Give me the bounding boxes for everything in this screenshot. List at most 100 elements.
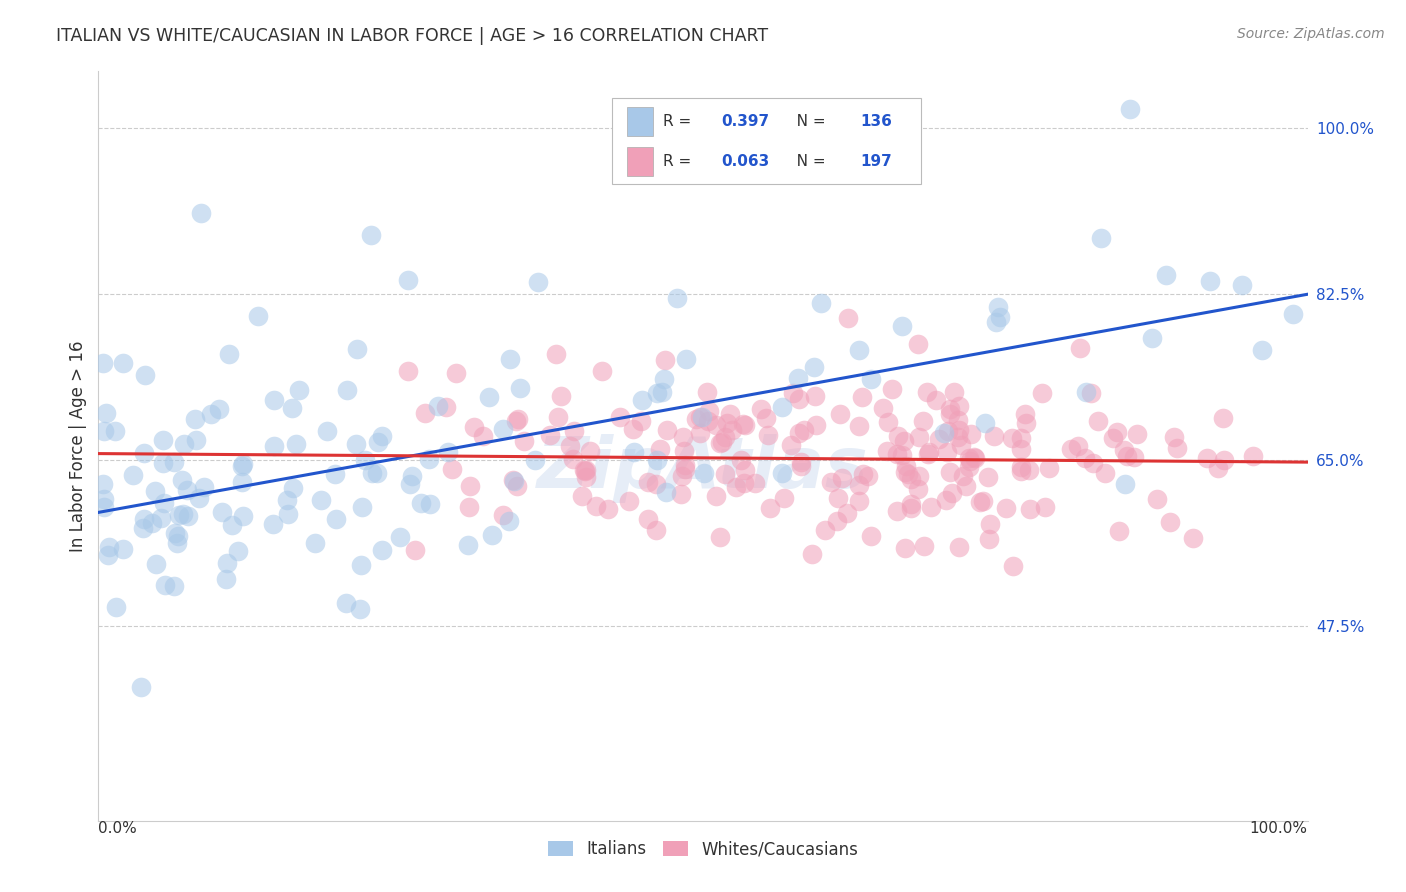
Text: 197: 197 (860, 153, 891, 169)
Text: 0.0%: 0.0% (98, 821, 138, 836)
Text: ITALIAN VS WHITE/CAUCASIAN IN LABOR FORCE | AGE > 16 CORRELATION CHART: ITALIAN VS WHITE/CAUCASIAN IN LABOR FORC… (56, 27, 768, 45)
Point (928, 432, 950, 446)
Point (262, 517, 284, 532)
Text: R =: R = (664, 153, 696, 169)
Point (361, 466, 384, 480)
Point (562, 451, 585, 466)
Point (848, 478, 870, 492)
Point (1230, 278, 1253, 293)
Point (952, 469, 974, 483)
Point (221, 518, 243, 533)
Point (979, 517, 1001, 532)
Point (900, 472, 922, 486)
Point (93, 424, 115, 438)
Point (859, 372, 882, 386)
Point (1126, 427, 1149, 442)
Point (1014, 407, 1036, 421)
Point (654, 372, 676, 386)
Point (837, 310, 859, 325)
Point (498, 352, 520, 367)
Point (349, 602, 371, 616)
Point (1241, 449, 1264, 463)
Point (1067, 439, 1090, 453)
Point (900, 501, 922, 516)
Text: N =: N = (782, 114, 830, 129)
Point (143, 483, 166, 498)
Point (145, 558, 167, 572)
Point (388, 530, 411, 544)
Point (621, 422, 644, 436)
Point (734, 463, 756, 477)
Point (152, 456, 174, 470)
Point (1195, 450, 1218, 465)
Point (1159, 515, 1181, 529)
Point (283, 481, 305, 495)
Text: R =: R = (664, 114, 696, 129)
Point (880, 382, 903, 396)
Point (730, 453, 752, 467)
Point (631, 392, 654, 407)
Point (1069, 341, 1091, 355)
Point (575, 470, 598, 484)
Text: N =: N = (782, 153, 830, 169)
Point (848, 343, 870, 358)
Point (404, 543, 426, 558)
Point (344, 437, 367, 451)
Point (827, 491, 849, 506)
Point (693, 466, 716, 480)
Point (1018, 463, 1040, 477)
FancyBboxPatch shape (627, 107, 654, 136)
Point (939, 407, 962, 421)
Point (820, 475, 842, 489)
Point (917, 447, 939, 461)
Point (104, 424, 127, 438)
Point (911, 414, 934, 428)
Point (97, 541, 120, 555)
Point (1090, 231, 1112, 245)
Point (170, 473, 193, 487)
Text: ZipAtlas: ZipAtlas (537, 434, 869, 503)
Point (1146, 491, 1168, 506)
Point (690, 410, 713, 425)
Point (644, 523, 666, 537)
Point (131, 521, 153, 535)
Point (856, 469, 879, 483)
Point (876, 415, 898, 429)
Point (721, 423, 744, 437)
Point (790, 455, 813, 469)
Point (859, 529, 882, 543)
Point (645, 453, 668, 467)
Point (167, 508, 190, 523)
Point (810, 296, 832, 310)
Point (309, 492, 332, 507)
Point (558, 439, 581, 453)
Point (141, 516, 163, 531)
Point (218, 347, 240, 361)
Point (231, 475, 253, 489)
Point (1080, 386, 1102, 401)
Point (350, 558, 373, 573)
Point (574, 464, 596, 478)
Point (672, 429, 695, 443)
Point (932, 426, 955, 441)
Point (335, 596, 357, 610)
Point (987, 300, 1010, 314)
Point (893, 434, 915, 448)
Point (97, 548, 120, 562)
Point (354, 453, 377, 467)
Point (755, 410, 778, 425)
Point (793, 423, 815, 437)
Point (887, 429, 910, 443)
Point (986, 315, 1008, 329)
Point (806, 418, 828, 433)
Point (900, 497, 922, 511)
Point (186, 433, 208, 447)
Point (950, 437, 973, 451)
Point (183, 412, 205, 426)
Y-axis label: In Labor Force | Age > 16: In Labor Force | Age > 16 (69, 340, 87, 552)
Point (471, 429, 494, 443)
Point (575, 463, 598, 477)
Point (346, 342, 368, 356)
Point (894, 465, 917, 479)
Point (918, 445, 941, 459)
